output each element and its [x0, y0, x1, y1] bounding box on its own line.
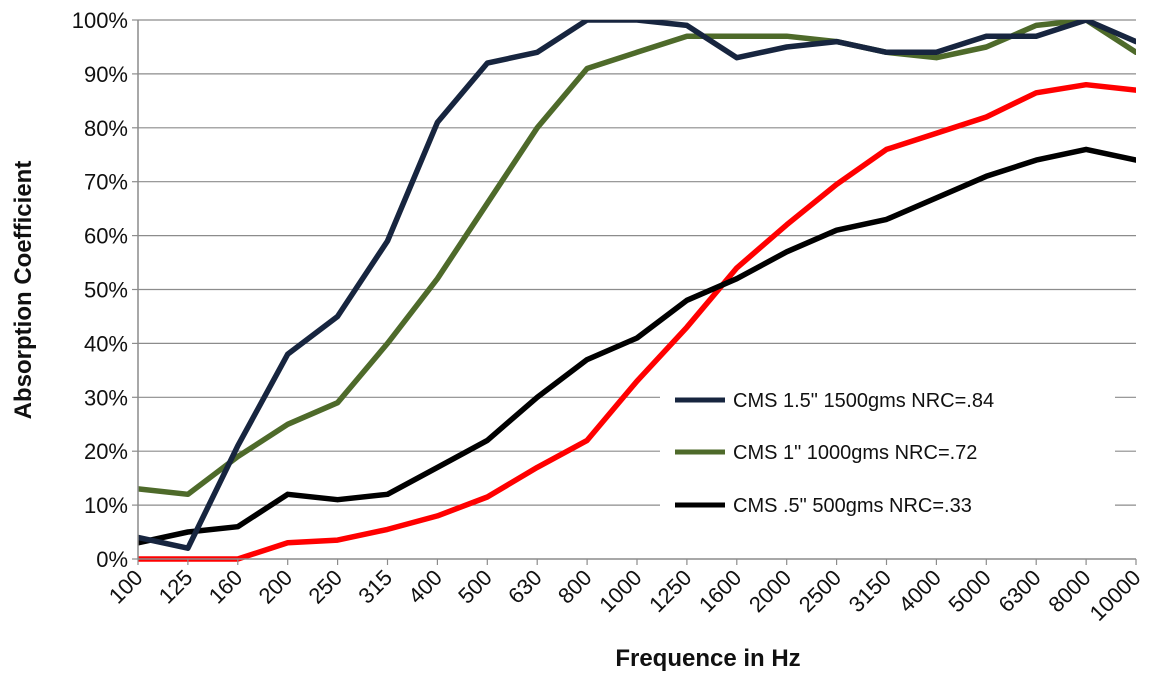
legend-entry: CMS 1.5" 1500gms NRC=.84	[733, 390, 994, 412]
x-tick-label: 800	[553, 565, 597, 609]
x-tick-label: 315	[353, 565, 397, 609]
y-tick-label: 40%	[84, 331, 128, 356]
y-tick-label: 90%	[84, 62, 128, 87]
y-tick-label: 80%	[84, 116, 128, 141]
x-tick-label: 2000	[744, 565, 796, 617]
y-tick-label: 50%	[84, 278, 128, 303]
y-tick-label: 60%	[84, 224, 128, 249]
x-tick-label: 200	[254, 565, 298, 609]
x-tick-label: 250	[303, 565, 347, 609]
y-tick-label: 20%	[84, 439, 128, 464]
series-line	[138, 81, 1136, 562]
y-tick-label: 0%	[96, 547, 128, 572]
x-tick-label: 1250	[644, 565, 696, 617]
plot-area	[137, 19, 1136, 562]
x-axis-ticks: 100 125 160 200 250 315 400 500 630 8001000125016…	[104, 559, 1146, 626]
x-tick-label: 1600	[694, 565, 746, 617]
x-tick-label: 2500	[794, 565, 846, 617]
x-tick-label: 6300	[993, 565, 1045, 617]
x-tick-label: 125	[154, 565, 198, 609]
x-tick-label: 160	[204, 565, 248, 609]
x-tick-label: 4000	[894, 565, 946, 617]
series-line	[138, 20, 1136, 498]
y-tick-label: 10%	[84, 493, 128, 518]
x-tick-label: 400	[403, 565, 447, 609]
series-lines	[138, 20, 1136, 562]
legend-background	[660, 375, 1115, 525]
y-axis-title: Absorption Coefficient	[10, 161, 37, 420]
x-tick-label: 630	[503, 565, 547, 609]
x-tick-label: 3150	[844, 565, 896, 617]
series-line	[138, 20, 1136, 551]
x-tick-label: 500	[453, 565, 497, 609]
y-tick-label: 70%	[84, 170, 128, 195]
x-tick-label: 5000	[944, 565, 996, 617]
series-line	[138, 146, 1136, 546]
y-tick-label: 100%	[72, 8, 128, 33]
x-tick-label: 1000	[594, 565, 646, 617]
x-axis-title: Frequence in Hz	[615, 645, 800, 672]
legend-entry: CMS 1" 1000gms NRC=.72	[733, 442, 977, 464]
y-tick-label: 30%	[84, 385, 128, 410]
legend-entry: CMS .5" 500gms NRC=.33	[733, 495, 972, 517]
x-tick-label: 10000	[1085, 565, 1146, 626]
legend: CMS 1.5" 1500gms NRC=.84 CMS 1" 1000gms N…	[660, 375, 1115, 525]
y-axis-ticks: 0% 10% 20% 30% 40% 50% 60% 70% 80% 90% 100%	[72, 8, 138, 572]
